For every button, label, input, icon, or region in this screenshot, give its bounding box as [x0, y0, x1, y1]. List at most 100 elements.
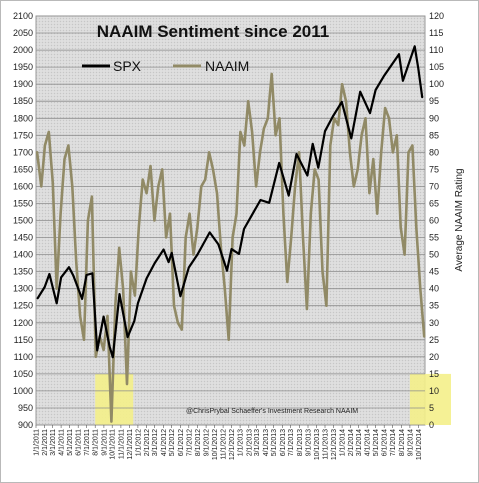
- x-tick-label: 12/1/2011: [127, 429, 134, 460]
- y2-tick-label: 80: [429, 147, 439, 157]
- x-tick-label: 7/1/2013: [288, 429, 295, 456]
- y-tick-label: 1300: [13, 284, 33, 294]
- y2-tick-label: 110: [429, 45, 443, 55]
- x-tick-label: 5/1/2011: [67, 429, 74, 456]
- legend: SPX NAAIM: [82, 58, 249, 74]
- x-tick-label: 5/1/2014: [373, 429, 380, 456]
- y-tick-label: 2000: [13, 45, 33, 55]
- credit-annotation: @ChrisPrybal Schaeffer's Investment Rese…: [186, 408, 358, 415]
- x-tick-label: 2/1/2011: [42, 429, 49, 456]
- y2-tick-label: 10: [429, 386, 439, 396]
- y-tick-label: 2050: [13, 28, 33, 38]
- y2-tick-label: 60: [429, 216, 439, 226]
- x-tick-label: 6/1/2013: [280, 429, 287, 456]
- x-tick-label: 7/1/2011: [84, 429, 91, 456]
- x-tick-label: 2/1/2014: [348, 429, 355, 456]
- y2-tick-label: 40: [429, 284, 439, 294]
- x-tick-label: 4/1/2014: [365, 429, 372, 456]
- y-tick-label: 1700: [13, 147, 33, 157]
- x-tick-label: 5/1/2012: [169, 429, 176, 456]
- x-tick-label: 2/1/2012: [144, 429, 151, 456]
- y2-tick-label: 50: [429, 250, 439, 260]
- x-tick-label: 5/1/2013: [271, 429, 278, 456]
- x-tick-label: 9/1/2011: [101, 429, 108, 456]
- y2-tick-label: 0: [429, 420, 434, 430]
- x-tick-label: 1/1/2012: [135, 429, 142, 456]
- y-tick-label: 2100: [13, 11, 33, 21]
- legend-label-spx: SPX: [113, 58, 142, 74]
- y-tick-label: 1850: [13, 96, 33, 106]
- y2-tick-label: 95: [429, 96, 439, 106]
- x-tick-label: 12/1/2012: [229, 429, 236, 460]
- y2-tick-label: 70: [429, 181, 439, 191]
- highlight-band: [409, 373, 425, 425]
- x-tick-label: 9/1/2012: [204, 429, 211, 456]
- y-tick-label: 1650: [13, 164, 33, 174]
- y-tick-label: 1050: [13, 369, 33, 379]
- x-tick-label: 4/1/2013: [263, 429, 270, 456]
- y2-tick-label: 30: [429, 318, 439, 328]
- x-tick-label: 6/1/2014: [382, 429, 389, 456]
- y-tick-label: 1750: [13, 130, 33, 140]
- series-line-spx: [36, 45, 424, 359]
- x-tick-label: 9/1/2014: [407, 429, 414, 456]
- highlight-band-edge: [425, 373, 451, 425]
- y-tick-label: 1500: [13, 216, 33, 226]
- x-tick-label: 11/1/2012: [221, 429, 228, 460]
- x-tick-label: 1/1/2011: [34, 429, 41, 456]
- y-tick-label: 1100: [14, 352, 33, 362]
- y-tick-label: 1550: [13, 199, 33, 209]
- x-tick-label: 4/1/2012: [161, 429, 168, 456]
- x-tick-label: 8/1/2014: [399, 429, 406, 456]
- x-tick-label: 9/1/2013: [306, 429, 313, 456]
- x-tick-label: 10/1/2013: [314, 429, 321, 460]
- y2-tick-label: 65: [429, 199, 439, 209]
- y2-tick-label: 90: [429, 113, 439, 123]
- x-tick-label: 7/1/2014: [390, 429, 397, 456]
- y-tick-label: 1200: [13, 318, 33, 328]
- x-tick-label: 10/1/2014: [416, 429, 423, 460]
- y2-tick-label: 20: [429, 352, 439, 362]
- y2-tick-label: 55: [429, 233, 439, 243]
- legend-label-naaim: NAAIM: [205, 58, 249, 74]
- x-tick-label: 2/1/2013: [246, 429, 253, 456]
- x-tick-label: 1/1/2014: [340, 429, 347, 456]
- x-tick-label: 11/1/2013: [323, 429, 330, 460]
- y2-tick-label: 85: [429, 130, 439, 140]
- y2-tick-label: 115: [429, 28, 443, 38]
- y2-tick-label: 35: [429, 301, 439, 311]
- x-tick-label: 7/1/2012: [186, 429, 193, 456]
- x-tick-label: 8/1/2011: [93, 429, 100, 456]
- y-tick-label: 1400: [13, 250, 33, 260]
- series-line-naaim: [35, 72, 426, 423]
- y2-tick-label: 75: [429, 164, 439, 174]
- y-tick-label: 950: [18, 403, 33, 413]
- x-tick-label: 12/1/2013: [331, 429, 338, 460]
- y2-tick-label: 105: [429, 62, 444, 72]
- x-tick-label: 6/1/2012: [178, 429, 185, 456]
- y2-tick-label: 15: [429, 369, 439, 379]
- y2-tick-label: 5: [429, 403, 434, 413]
- x-tick-label: 11/1/2011: [118, 429, 125, 459]
- right-axis-label: Average NAAIM Rating: [454, 168, 465, 271]
- y2-tick-label: 100: [429, 79, 444, 89]
- y2-tick-label: 45: [429, 267, 439, 277]
- x-tick-label: 8/1/2012: [195, 429, 202, 456]
- x-tick-label: 6/1/2011: [76, 429, 83, 456]
- y-tick-label: 1600: [13, 181, 33, 191]
- x-tick-label: 3/1/2012: [152, 429, 159, 456]
- y-tick-label: 900: [18, 420, 33, 430]
- y2-tick-label: 25: [429, 335, 439, 345]
- y2-tick-label: 120: [429, 11, 444, 21]
- x-tick-label: 10/1/2012: [212, 429, 219, 460]
- y-tick-label: 1950: [13, 62, 33, 72]
- x-tick-label: 10/1/2011: [110, 429, 117, 460]
- x-tick-label: 3/1/2013: [254, 429, 261, 456]
- chart-title: NAAIM Sentiment since 2011: [97, 22, 329, 41]
- x-tick-label: 4/1/2011: [59, 429, 66, 456]
- y-tick-label: 1150: [14, 335, 33, 345]
- y-tick-label: 1250: [13, 301, 33, 311]
- x-tick-label: 1/1/2013: [238, 429, 245, 456]
- y-tick-label: 1900: [13, 79, 33, 89]
